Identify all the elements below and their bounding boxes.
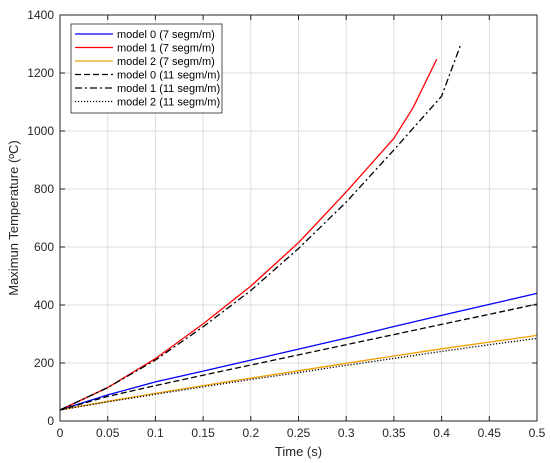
x-tick-label: 0.45	[478, 426, 502, 440]
series-line-5	[59, 337, 538, 411]
x-tick-label: 0.5	[529, 426, 546, 440]
x-tick-label: 0.25	[287, 426, 311, 440]
series-line-3	[59, 303, 538, 411]
x-tick-label: 0.35	[382, 426, 406, 440]
y-tick-label: 400	[34, 298, 54, 312]
x-tick-label: 0.1	[147, 426, 164, 440]
series-line-0	[59, 292, 538, 411]
x-tick-label: 0	[57, 426, 64, 440]
legend: model 0 (7 segm/m)model 1 (7 segm/m)mode…	[70, 23, 223, 114]
y-tick-label: 800	[34, 182, 54, 196]
legend-label-3: model 0 (11 segm/m)	[117, 70, 220, 82]
legend-label-0: model 0 (7 segm/m)	[117, 29, 215, 41]
legend-label-5: model 2 (11 segm/m)	[117, 97, 220, 109]
series-lines	[59, 44, 538, 411]
y-axis-label: Maximun Temperature (ºC)	[6, 140, 21, 296]
y-tick-label: 1000	[27, 124, 54, 138]
x-tick-label: 0.3	[338, 426, 355, 440]
x-tick-label: 0.05	[96, 426, 120, 440]
legend-label-1: model 1 (7 segm/m)	[117, 43, 215, 55]
axis-ticks	[59, 14, 538, 422]
y-tick-label: 1200	[27, 66, 54, 80]
x-tick-label: 0.15	[191, 426, 215, 440]
series-line-2	[59, 334, 538, 411]
y-tick-label: 1400	[27, 8, 54, 22]
x-tick-label: 0.4	[433, 426, 450, 440]
legend-label-4: model 1 (11 segm/m)	[117, 83, 220, 95]
legend-label-2: model 2 (7 segm/m)	[117, 56, 215, 68]
legend-box	[70, 23, 223, 114]
series-line-4	[59, 44, 462, 411]
y-tick-label: 200	[34, 356, 54, 370]
y-tick-labels: 0 200 400 600 800 1000 1200 1400	[27, 8, 54, 428]
x-axis-label: Time (s)	[275, 444, 322, 459]
y-tick-label: 0	[47, 414, 54, 428]
x-tick-label: 0.2	[242, 426, 259, 440]
x-tick-labels: 0 0.05 0.1 0.15 0.2 0.25 0.3 0.35 0.4 0.45 0.5	[57, 426, 546, 440]
y-tick-label: 600	[34, 240, 54, 254]
